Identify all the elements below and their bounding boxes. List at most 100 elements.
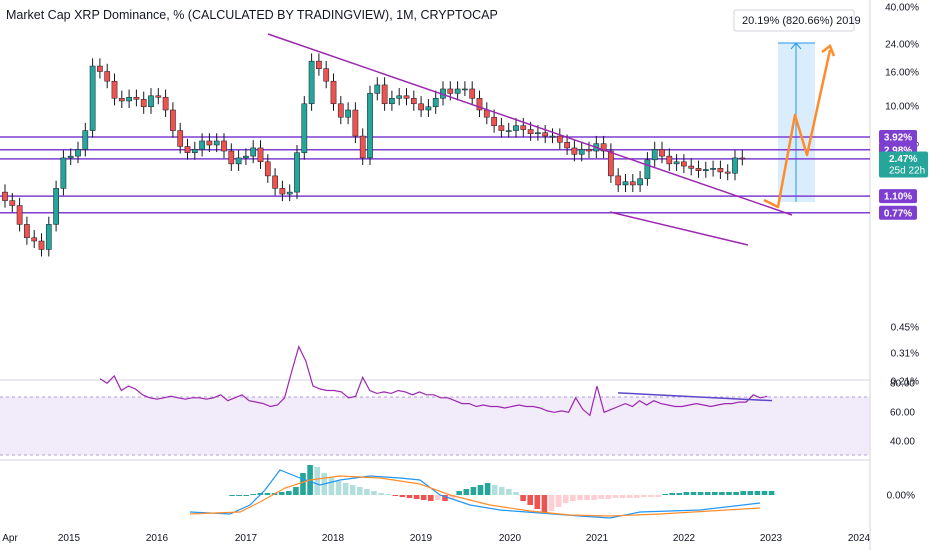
candle[interactable] xyxy=(2,191,8,201)
candle[interactable] xyxy=(556,135,563,143)
candle[interactable] xyxy=(97,65,103,72)
candle[interactable] xyxy=(118,98,125,102)
candle[interactable] xyxy=(9,200,16,206)
candle[interactable] xyxy=(264,161,271,177)
candle[interactable] xyxy=(564,142,570,149)
candle[interactable] xyxy=(739,157,746,160)
candle[interactable] xyxy=(717,168,724,173)
candle[interactable] xyxy=(45,224,52,250)
candle[interactable] xyxy=(352,109,359,137)
candle[interactable] xyxy=(67,155,74,159)
candle[interactable] xyxy=(170,109,176,131)
candle[interactable] xyxy=(396,95,403,99)
candle[interactable] xyxy=(425,106,432,111)
candle[interactable] xyxy=(454,88,461,94)
candle[interactable] xyxy=(272,175,278,189)
candle[interactable] xyxy=(608,150,614,177)
candle[interactable] xyxy=(16,205,23,225)
candle[interactable] xyxy=(462,88,468,91)
candle[interactable] xyxy=(82,130,89,150)
candle[interactable] xyxy=(177,130,184,147)
candle[interactable] xyxy=(571,147,578,155)
candle[interactable] xyxy=(133,97,140,100)
candle[interactable] xyxy=(221,140,227,152)
candle[interactable] xyxy=(111,80,118,99)
candle[interactable] xyxy=(644,159,651,179)
candle[interactable] xyxy=(469,88,476,99)
candle[interactable] xyxy=(586,149,592,152)
candle[interactable] xyxy=(702,169,709,171)
candle[interactable] xyxy=(243,155,249,159)
candle[interactable] xyxy=(337,103,344,118)
candle[interactable] xyxy=(162,97,169,111)
candle[interactable] xyxy=(542,132,549,137)
candle[interactable] xyxy=(673,161,680,165)
candle[interactable] xyxy=(31,237,38,242)
candle[interactable] xyxy=(228,150,235,165)
candle[interactable] xyxy=(53,188,59,225)
candle[interactable] xyxy=(651,149,658,161)
candle[interactable] xyxy=(710,168,716,170)
candle[interactable] xyxy=(389,98,395,105)
candle[interactable] xyxy=(432,98,439,108)
candle[interactable] xyxy=(38,240,45,250)
candle[interactable] xyxy=(695,168,702,171)
candle[interactable] xyxy=(600,143,607,152)
candle[interactable] xyxy=(520,125,527,130)
candle[interactable] xyxy=(286,191,293,195)
candle[interactable] xyxy=(381,84,388,105)
candle[interactable] xyxy=(615,175,622,186)
candle[interactable] xyxy=(513,125,519,131)
candle[interactable] xyxy=(410,98,417,105)
candle[interactable] xyxy=(403,95,410,99)
candle[interactable] xyxy=(637,178,643,186)
candle[interactable] xyxy=(24,224,30,239)
candle[interactable] xyxy=(578,149,585,155)
candle[interactable] xyxy=(104,71,111,82)
candle[interactable] xyxy=(184,146,191,153)
candle[interactable] xyxy=(155,95,162,98)
candle[interactable] xyxy=(60,157,67,189)
descending-trendline[interactable] xyxy=(267,33,793,216)
candle[interactable] xyxy=(666,155,673,165)
projection-path[interactable] xyxy=(763,49,832,209)
candle[interactable] xyxy=(491,116,497,126)
candle[interactable] xyxy=(206,140,213,146)
candle[interactable] xyxy=(622,181,629,186)
candle[interactable] xyxy=(476,98,483,111)
candle[interactable] xyxy=(330,80,337,105)
candle[interactable] xyxy=(681,161,687,167)
candle[interactable] xyxy=(498,125,505,131)
candle[interactable] xyxy=(345,109,351,118)
candle[interactable] xyxy=(308,60,315,105)
candle[interactable] xyxy=(126,97,132,102)
candle[interactable] xyxy=(549,135,556,138)
candle[interactable] xyxy=(732,157,738,174)
candle[interactable] xyxy=(213,140,220,146)
candle[interactable] xyxy=(483,109,490,118)
candle[interactable] xyxy=(535,132,541,135)
rsi-trendline[interactable] xyxy=(617,392,773,402)
candle[interactable] xyxy=(359,135,366,159)
candle[interactable] xyxy=(374,84,381,94)
candle[interactable] xyxy=(418,103,424,111)
candle[interactable] xyxy=(191,149,198,153)
candle[interactable] xyxy=(257,147,264,163)
candle[interactable] xyxy=(148,95,154,108)
candle[interactable] xyxy=(447,88,454,94)
candle[interactable] xyxy=(527,129,534,135)
candle[interactable] xyxy=(140,99,147,108)
candle[interactable] xyxy=(316,60,322,69)
candle[interactable] xyxy=(199,140,205,150)
candle[interactable] xyxy=(505,130,512,132)
candle[interactable] xyxy=(294,152,300,193)
candle[interactable] xyxy=(323,68,330,82)
candle[interactable] xyxy=(688,165,695,169)
candle[interactable] xyxy=(235,157,242,165)
candle[interactable] xyxy=(89,65,96,131)
candle[interactable] xyxy=(629,181,636,186)
candle[interactable] xyxy=(75,149,81,157)
candle[interactable] xyxy=(659,149,665,157)
candle[interactable] xyxy=(724,171,731,174)
